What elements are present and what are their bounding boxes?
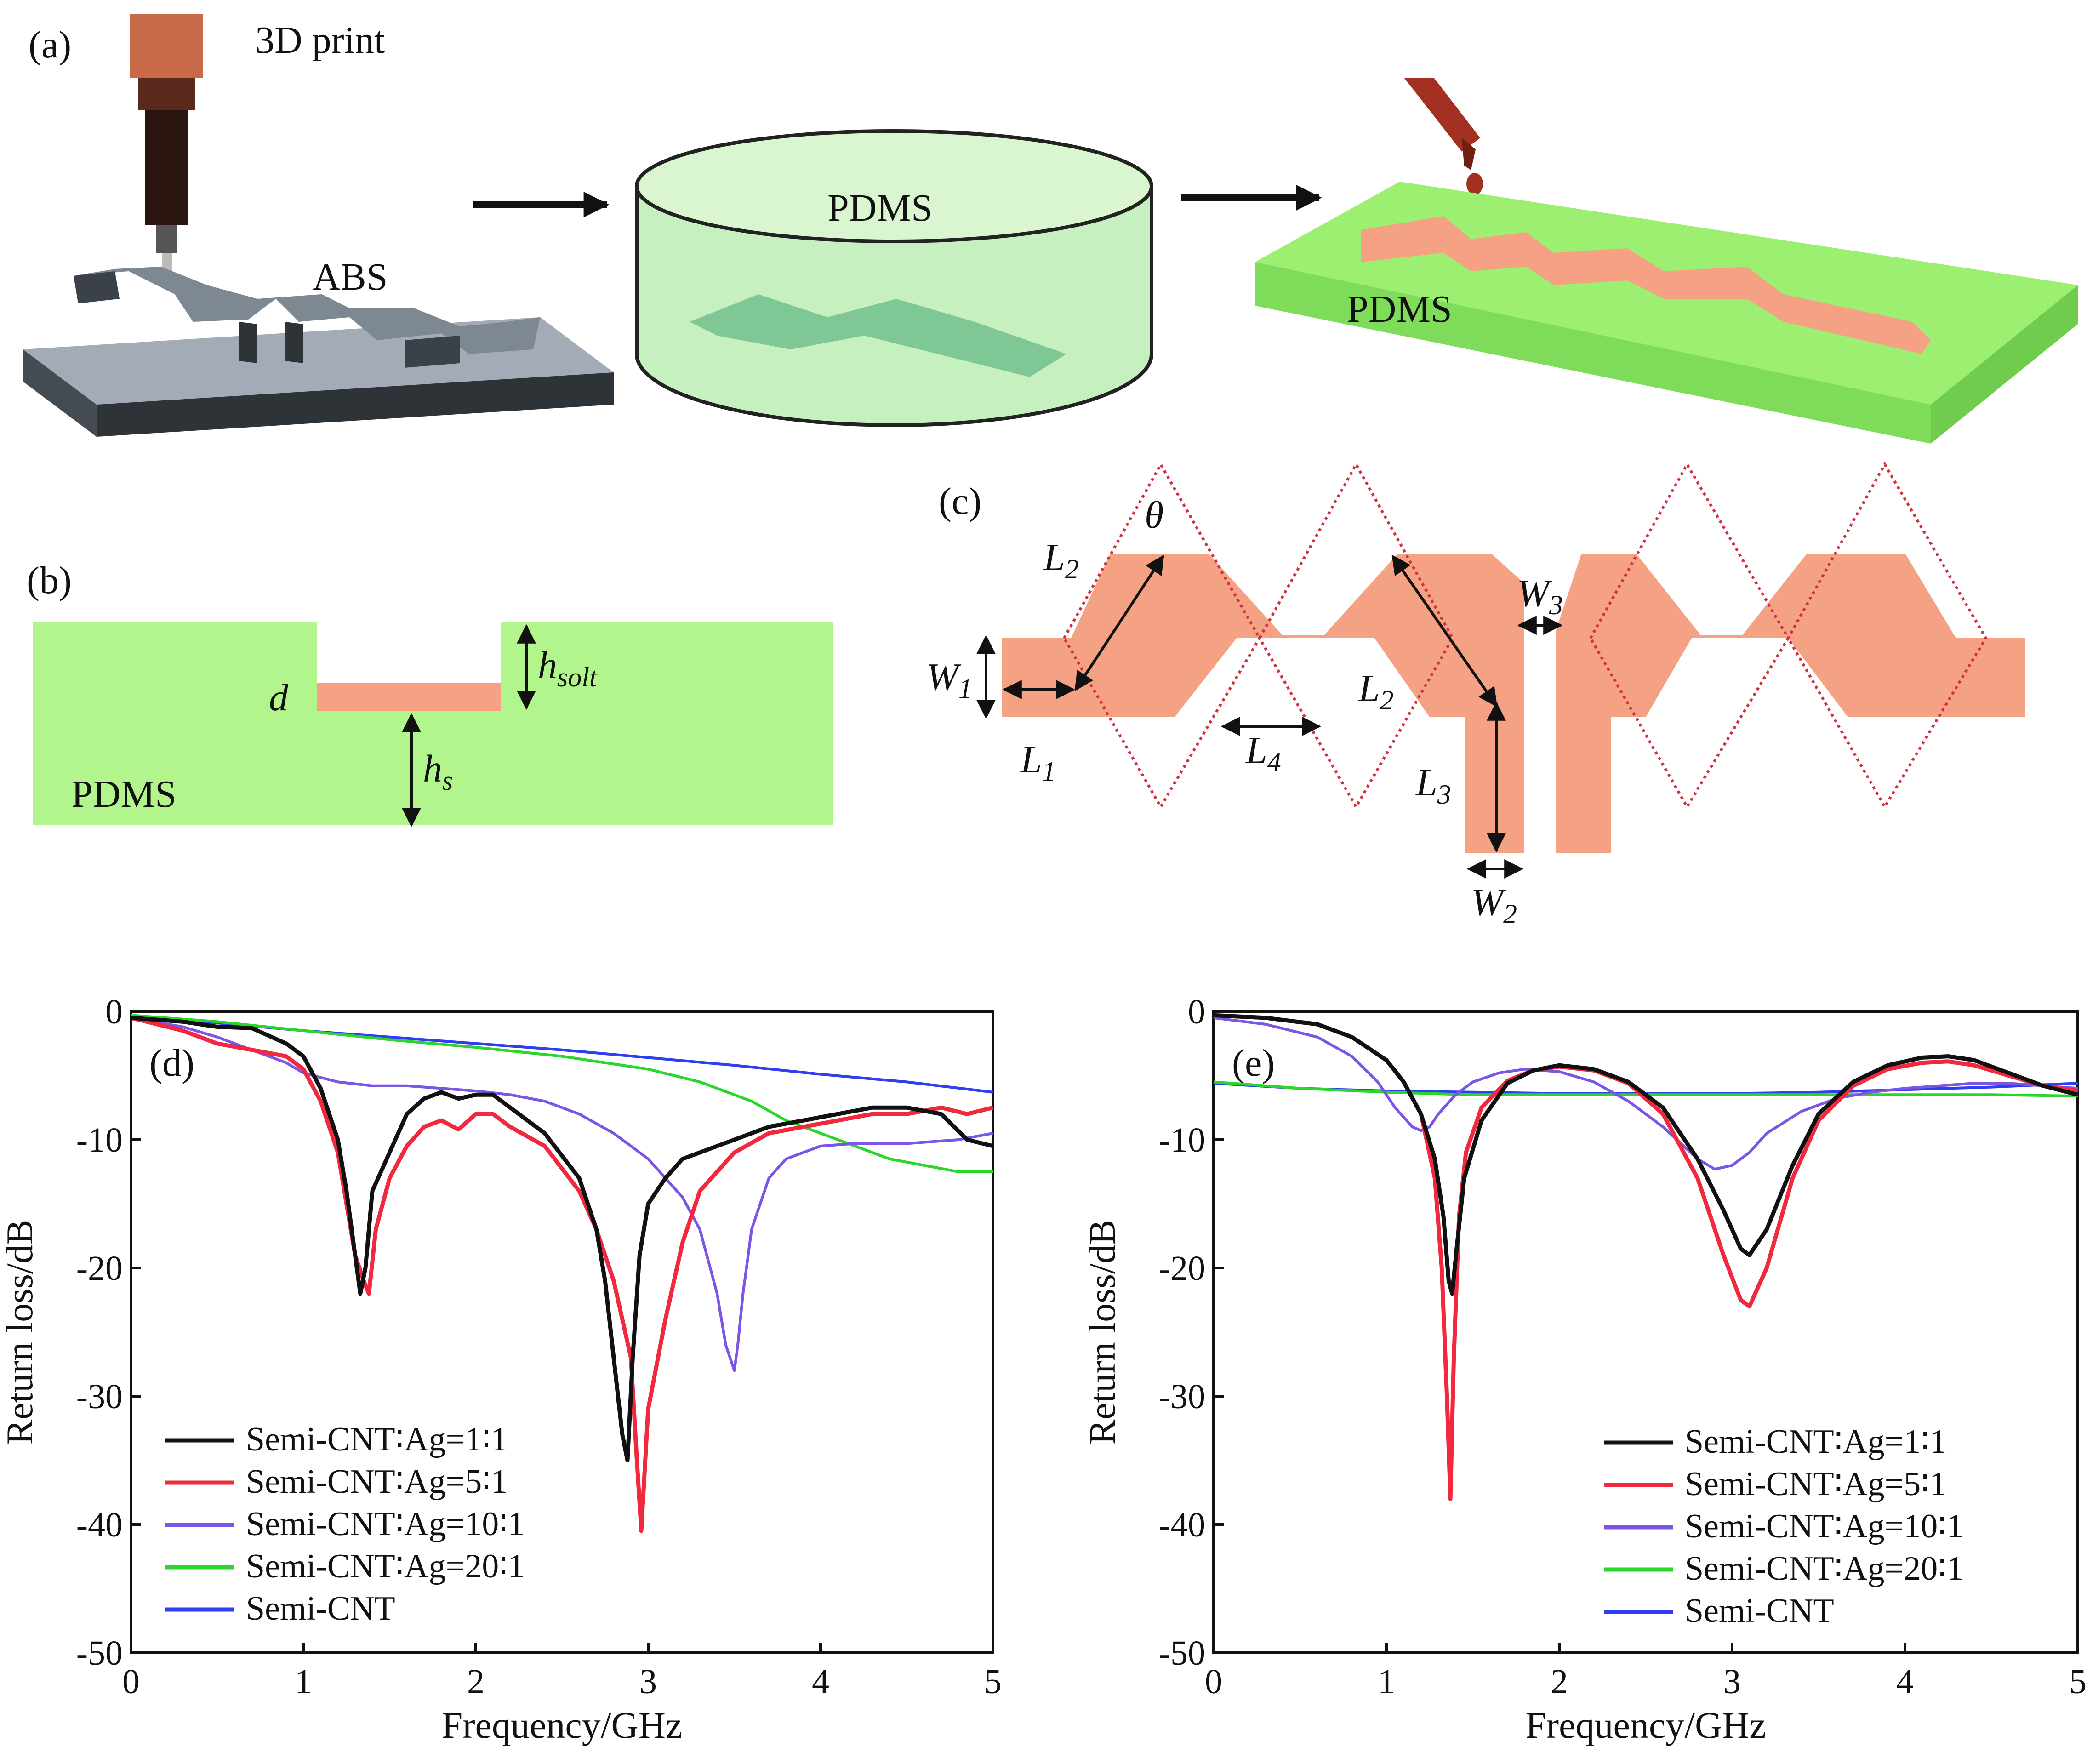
- y-tick-label: -40: [76, 1506, 123, 1544]
- dotted-envelope-left: [1063, 461, 1454, 810]
- x-tick-label: 0: [1205, 1662, 1222, 1701]
- y-tick-label: 0: [1188, 993, 1205, 1031]
- pdms-dish-label: PDMS: [827, 187, 933, 229]
- l3-label: L3: [1415, 761, 1451, 810]
- abs-part: [23, 267, 614, 437]
- l2-arrow-left: [1074, 554, 1164, 691]
- y-tick-label: -30: [1159, 1377, 1205, 1416]
- w1-label: W1: [926, 656, 972, 704]
- chart-e: 0 1 2 3 4 5 0 -10 -20 -30 -40 -50 Frequency/GHz Retur…: [1081, 993, 2087, 1746]
- h-solt-label: hsolt: [538, 644, 598, 692]
- series-line: [131, 1016, 994, 1462]
- conductor-layer: [317, 683, 501, 711]
- panel-label: (d): [149, 1042, 194, 1085]
- x-tick-label: 3: [639, 1662, 657, 1701]
- legend-entry: Semi-CNT∶Ag=10∶1: [1685, 1507, 1963, 1545]
- panel-b: (b) d hsolt hs PDMS: [27, 559, 833, 828]
- series-line: [1213, 1013, 2079, 1296]
- legend-entry: Semi-CNT: [246, 1590, 395, 1627]
- abs-label: ABS: [313, 256, 388, 298]
- legend-entry: Semi-CNT∶Ag=20∶1: [1685, 1550, 1963, 1587]
- x-tick-label: 1: [295, 1662, 312, 1701]
- hs-label: hs: [423, 748, 453, 796]
- legend-entry: Semi-CNT: [1685, 1592, 1834, 1630]
- x-tick-label: 4: [1896, 1662, 1914, 1701]
- panel-c-label: (c): [939, 480, 981, 523]
- l1-label: L1: [1020, 738, 1056, 787]
- series-line: [131, 1014, 993, 1173]
- legend-entry: Semi-CNT∶Ag=1∶1: [246, 1421, 507, 1458]
- x-tick-label: 3: [1723, 1662, 1741, 1701]
- y-tick-label: -10: [1159, 1121, 1205, 1159]
- pdms-block-label: PDMS: [1347, 288, 1452, 331]
- pdms-block: [1255, 182, 2078, 444]
- x-axis-label: Frequency/GHz: [1525, 1704, 1766, 1746]
- pdms-dish: [635, 129, 1153, 427]
- series-line: [1213, 1016, 2078, 1171]
- l4-label: L4: [1245, 729, 1281, 777]
- y-tick-label: -40: [1159, 1506, 1205, 1544]
- dropper-icon: [1404, 78, 1483, 195]
- y-axis-label: Return loss/dB: [0, 1220, 40, 1445]
- y-tick-label: -50: [1159, 1634, 1205, 1673]
- y-tick-label: -20: [76, 1249, 123, 1288]
- y-tick-label: -30: [76, 1377, 123, 1416]
- series-line: [130, 1016, 994, 1533]
- panel-a: (a) 3D print ABS PDMS: [23, 14, 2078, 444]
- panel-b-label: (b): [27, 559, 72, 602]
- w3-label: W3: [1517, 572, 1563, 620]
- y-tick-label: -10: [76, 1121, 123, 1159]
- l2-label-left: L2: [1043, 536, 1079, 584]
- legend-entry: Semi-CNT∶Ag=1∶1: [1685, 1423, 1946, 1461]
- y-tick-label: 0: [105, 993, 123, 1031]
- dotted-envelope-right: [1589, 461, 1988, 810]
- theta-label: θ: [1145, 494, 1163, 537]
- x-tick-label: 5: [984, 1662, 1002, 1701]
- panel-c: (c) θ L2 W1 L1 L4 L2 L3 W2 W3: [926, 461, 2025, 929]
- panel-a-label: (a): [29, 23, 71, 66]
- x-tick-label: 2: [1551, 1662, 1568, 1701]
- y-axis-label: Return loss/dB: [1081, 1220, 1123, 1445]
- y-tick-label: -50: [76, 1634, 123, 1673]
- legend-entry: Semi-CNT∶Ag=5∶1: [1685, 1465, 1946, 1503]
- pdms-substrate: [33, 622, 833, 825]
- x-axis-label: Frequency/GHz: [442, 1704, 683, 1746]
- plot-frame: [1212, 1010, 2079, 1654]
- d-label: d: [269, 676, 289, 719]
- y-tick-label: -20: [1159, 1249, 1205, 1288]
- x-tick-label: 2: [467, 1662, 485, 1701]
- x-tick-label: 1: [1378, 1662, 1395, 1701]
- legend-entry: Semi-CNT∶Ag=5∶1: [246, 1463, 507, 1501]
- w2-label: W2: [1471, 881, 1517, 929]
- printer-nozzle-icon: [130, 14, 203, 278]
- x-tick-label: 0: [122, 1662, 140, 1701]
- x-tick-label: 4: [812, 1662, 829, 1701]
- conductor-right: [1556, 554, 2025, 853]
- chart-d: 0 1 2 3 4 5 0 -10 -20 -30 -40 -50 Frequency/GHz Retur…: [0, 993, 1002, 1746]
- panel-label: (e): [1232, 1042, 1275, 1085]
- x-tick-label: 5: [2069, 1662, 2087, 1701]
- legend-entry: Semi-CNT∶Ag=10∶1: [246, 1505, 525, 1543]
- l2-arrow-right: [1391, 554, 1498, 708]
- l2-label-right: L2: [1358, 667, 1394, 715]
- print-label: 3D print: [255, 19, 385, 62]
- legend-entry: Semi-CNT∶Ag=20∶1: [246, 1547, 525, 1585]
- pdms-label-b: PDMS: [71, 773, 177, 816]
